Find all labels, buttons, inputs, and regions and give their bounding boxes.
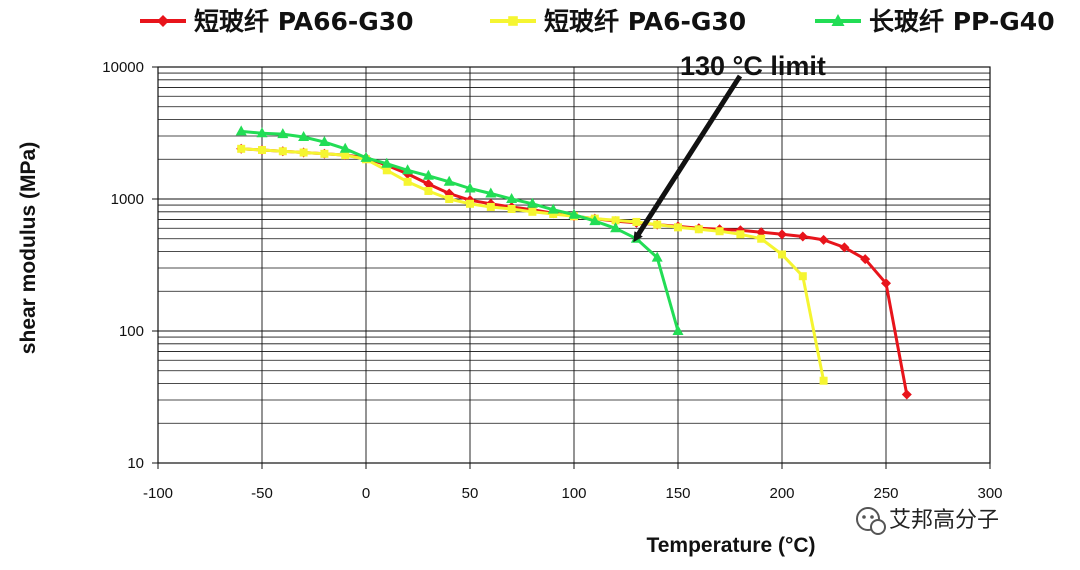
data-point <box>526 197 538 208</box>
watermark-text: 艾邦高分子 <box>889 508 999 533</box>
series-2 <box>237 144 828 385</box>
data-point <box>443 175 455 186</box>
data-point <box>402 164 414 175</box>
data-point <box>403 177 412 186</box>
data-point <box>237 144 246 153</box>
x-tick-label: 0 <box>362 485 370 502</box>
data-point <box>777 229 787 240</box>
data-point <box>674 223 682 232</box>
data-point <box>277 128 289 139</box>
y-tick-label: 10000 <box>102 59 144 76</box>
data-point <box>818 234 829 245</box>
data-point <box>507 204 516 213</box>
x-tick-label: -100 <box>143 485 173 502</box>
legend-item-1: 短玻纤 PA66-G30 <box>140 7 414 36</box>
annotation-arrow <box>633 74 743 243</box>
data-point <box>651 251 663 262</box>
data-point <box>299 148 308 157</box>
y-axis-title: shear modulus (MPa) <box>17 142 40 354</box>
data-point <box>258 146 266 155</box>
data-point <box>881 278 891 289</box>
annotation: 130 °C limit <box>633 51 826 243</box>
data-point <box>486 202 495 211</box>
grid <box>157 67 991 464</box>
x-tick-label: 50 <box>462 485 479 502</box>
data-point <box>320 149 329 158</box>
legend: 短玻纤 PA66-G30 短玻纤 PA6-G30 长玻纤 PP-G40 <box>140 7 1055 36</box>
legend-swatch-marker <box>831 14 845 26</box>
legend-item-3: 长玻纤 PP-G40 <box>815 7 1055 36</box>
data-point <box>381 157 393 168</box>
data-point <box>736 230 745 239</box>
legend-label: 短玻纤 PA66-G30 <box>194 7 414 36</box>
x-axis-title: Temperature (°C) <box>646 534 815 557</box>
data-point <box>549 209 558 218</box>
data-point <box>819 376 828 385</box>
data-point <box>797 231 808 242</box>
data-point <box>839 242 850 253</box>
data-point <box>568 208 580 219</box>
data-point <box>632 217 641 226</box>
data-point <box>506 193 518 203</box>
data-point <box>424 186 433 195</box>
watermark: 艾邦高分子 <box>856 507 999 535</box>
data-point <box>778 250 786 259</box>
series-line <box>241 129 680 332</box>
x-axis: -100 -50 0 50 100 150 200 250 300 <box>143 463 1003 502</box>
data-point <box>464 182 476 193</box>
data-point <box>589 215 601 226</box>
data-point <box>694 225 703 234</box>
data-point <box>382 166 391 175</box>
x-tick-label: 100 <box>561 485 586 502</box>
data-point <box>653 220 662 229</box>
data-point <box>278 147 287 156</box>
data-point <box>341 151 350 160</box>
series-3 <box>235 125 684 335</box>
data-point <box>901 389 912 400</box>
legend-label: 长玻纤 PP-G40 <box>869 7 1055 36</box>
y-tick-label: 10 <box>127 455 144 472</box>
y-axis: 10 100 1000 10000 <box>102 59 158 472</box>
data-point <box>318 136 330 147</box>
y-tick-label: 1000 <box>111 191 144 208</box>
data-point <box>445 195 454 203</box>
data-point <box>485 187 497 198</box>
data-point <box>256 127 268 138</box>
data-point <box>360 151 372 162</box>
data-point <box>298 130 310 141</box>
data-point <box>798 272 807 281</box>
data-point <box>547 203 559 214</box>
x-tick-label: -50 <box>251 485 273 502</box>
data-point <box>715 227 724 236</box>
wechat-icon <box>856 507 886 535</box>
legend-swatch-marker <box>157 15 169 27</box>
x-tick-label: 300 <box>977 485 1002 502</box>
data-point <box>672 325 684 335</box>
data-point <box>528 207 537 216</box>
x-tick-label: 250 <box>873 485 898 502</box>
data-point <box>235 125 247 136</box>
data-point <box>610 222 622 233</box>
data-point <box>339 142 351 153</box>
legend-swatch-marker <box>508 16 518 26</box>
legend-label: 短玻纤 PA6-G30 <box>544 7 746 36</box>
series-line <box>241 147 826 381</box>
y-tick-label: 100 <box>119 323 144 340</box>
data-point <box>466 199 474 208</box>
x-tick-label: 150 <box>665 485 690 502</box>
data-point <box>422 169 434 180</box>
data-point <box>860 254 871 265</box>
x-tick-label: 200 <box>769 485 794 502</box>
data-point <box>611 216 620 225</box>
data-point <box>423 178 434 189</box>
legend-item-2: 短玻纤 PA6-G30 <box>490 7 746 36</box>
annotation-text: 130 °C limit <box>680 51 826 81</box>
data-point <box>757 234 766 243</box>
